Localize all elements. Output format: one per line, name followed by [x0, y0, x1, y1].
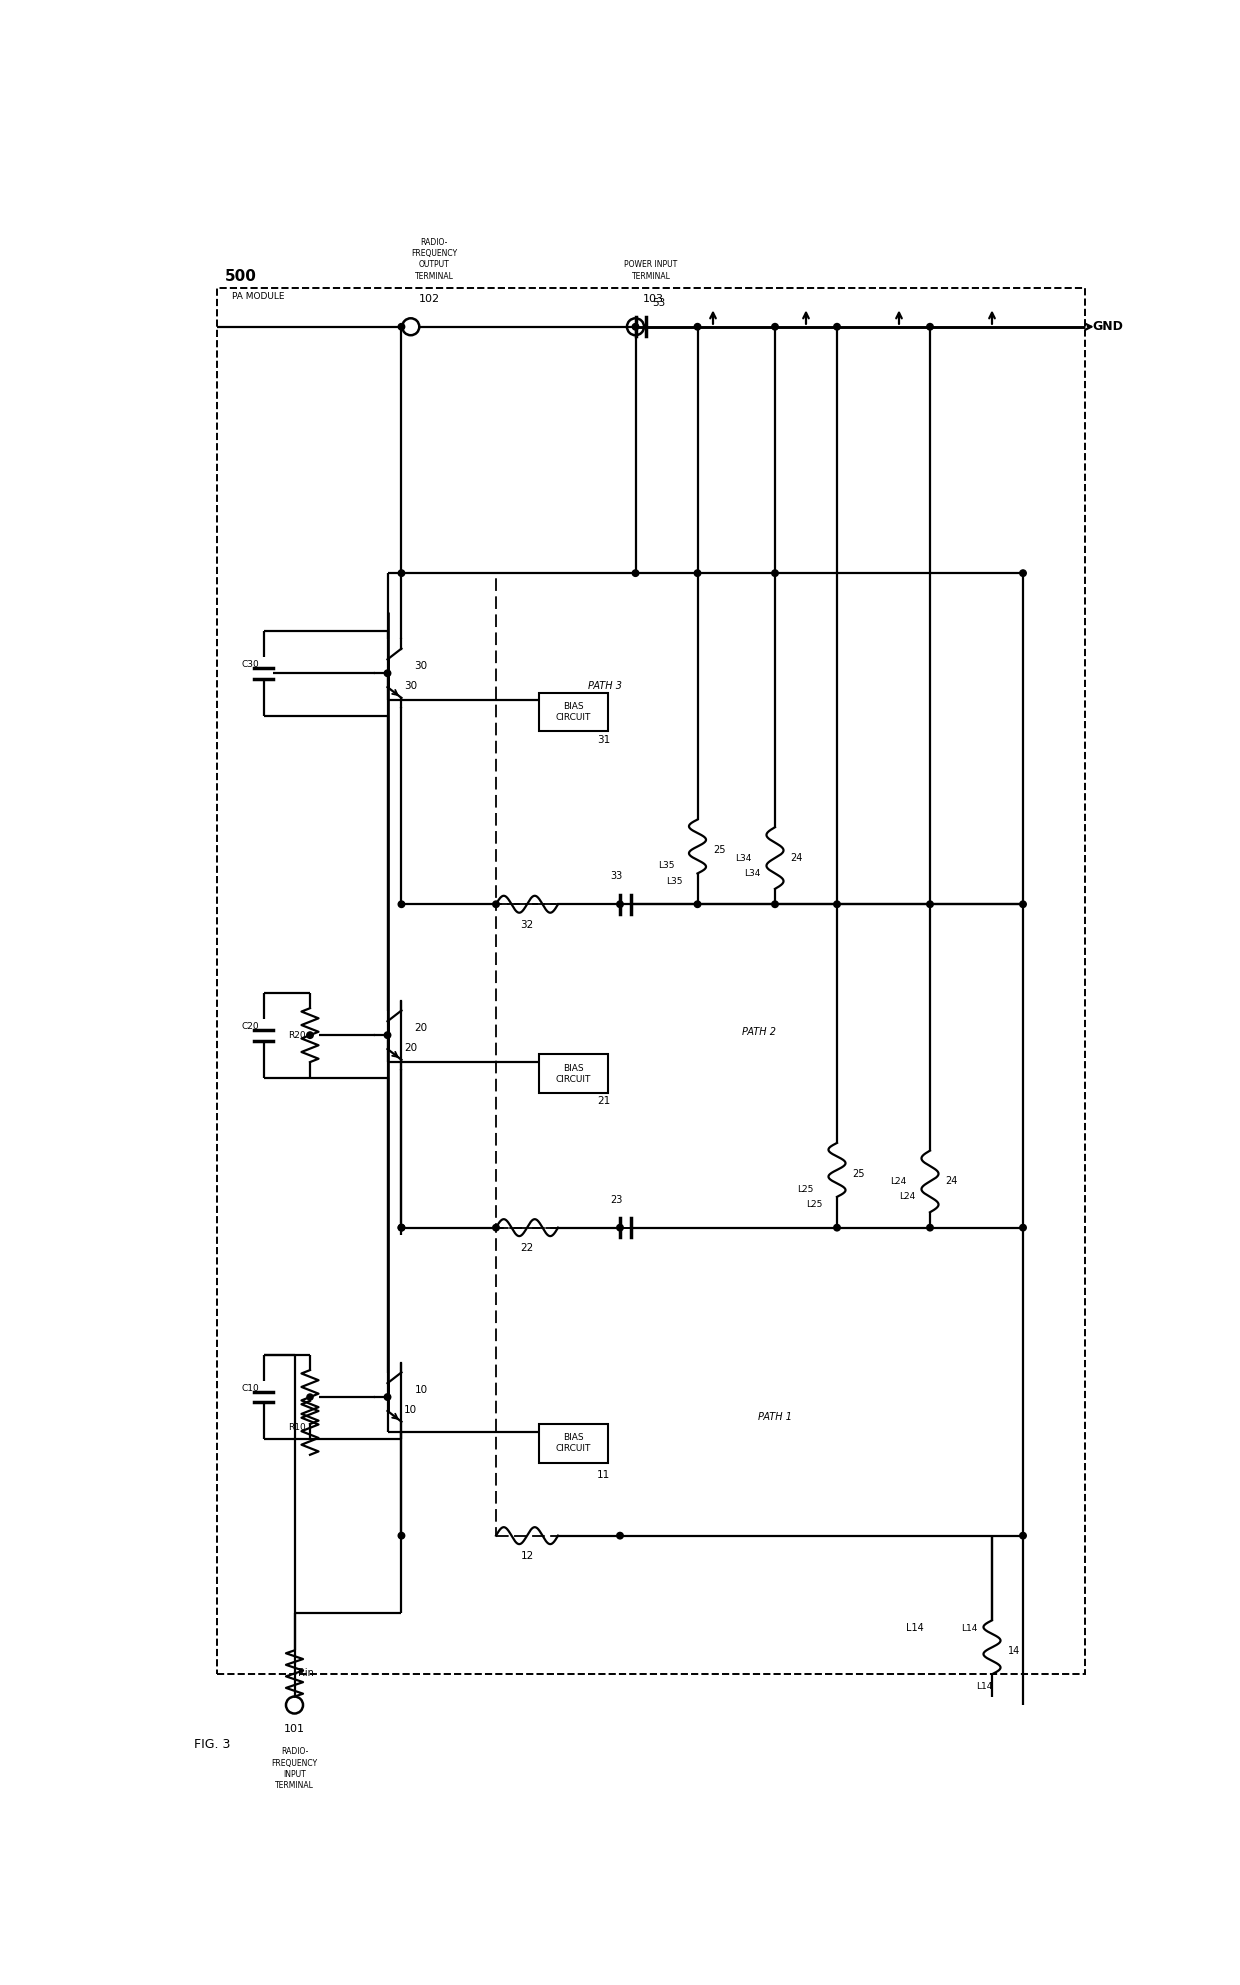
Circle shape: [771, 570, 779, 576]
Circle shape: [384, 671, 391, 677]
Text: 30: 30: [414, 661, 428, 671]
Circle shape: [306, 1393, 312, 1399]
Text: L14: L14: [976, 1681, 992, 1691]
Circle shape: [771, 324, 779, 330]
Text: BIAS
CIRCUIT: BIAS CIRCUIT: [556, 1064, 591, 1084]
Circle shape: [616, 1225, 624, 1231]
Circle shape: [616, 901, 624, 907]
Text: L25: L25: [806, 1201, 822, 1209]
Bar: [496, 1227, 1023, 1536]
Bar: [538, 1423, 609, 1463]
Circle shape: [1019, 570, 1027, 576]
Text: L14: L14: [961, 1624, 977, 1632]
Circle shape: [398, 324, 404, 330]
Circle shape: [398, 570, 404, 576]
Text: R20: R20: [289, 1030, 306, 1040]
Text: C20: C20: [242, 1022, 259, 1032]
Circle shape: [492, 901, 500, 907]
Text: 102: 102: [419, 294, 440, 304]
Text: 23: 23: [610, 1195, 622, 1205]
Text: 11: 11: [596, 1471, 610, 1481]
Text: BIAS
CIRCUIT: BIAS CIRCUIT: [556, 1433, 591, 1453]
Circle shape: [306, 1032, 314, 1038]
Text: 12: 12: [521, 1550, 533, 1560]
Circle shape: [694, 324, 701, 330]
Text: 101: 101: [284, 1725, 305, 1735]
Circle shape: [833, 324, 841, 330]
Circle shape: [926, 324, 934, 330]
Circle shape: [398, 1225, 404, 1231]
Circle shape: [492, 1225, 500, 1231]
Text: 33: 33: [610, 871, 622, 881]
Text: 500: 500: [224, 270, 257, 284]
Text: 10: 10: [414, 1386, 428, 1395]
Circle shape: [384, 1032, 391, 1038]
Circle shape: [632, 324, 639, 330]
Bar: [538, 693, 609, 730]
Text: 30: 30: [404, 681, 418, 691]
Text: R10: R10: [289, 1423, 306, 1433]
Text: POWER INPUT
TERMINAL: POWER INPUT TERMINAL: [625, 260, 677, 280]
Text: L34: L34: [735, 854, 751, 863]
Text: 31: 31: [596, 734, 610, 744]
Bar: [538, 1054, 609, 1094]
Text: L14: L14: [905, 1624, 924, 1634]
Text: 53: 53: [652, 298, 666, 308]
Text: PATH 2: PATH 2: [743, 1026, 776, 1036]
Text: 20: 20: [414, 1024, 428, 1034]
Text: BIAS
CIRCUIT: BIAS CIRCUIT: [556, 703, 591, 723]
Text: RADIO-
FREQUENCY
OUTPUT
TERMINAL: RADIO- FREQUENCY OUTPUT TERMINAL: [410, 238, 458, 280]
Text: 32: 32: [521, 919, 533, 929]
Text: Rin: Rin: [299, 1669, 314, 1679]
Text: L24: L24: [890, 1177, 906, 1185]
Circle shape: [833, 1225, 841, 1231]
Text: L35: L35: [667, 877, 683, 885]
Text: C30: C30: [242, 661, 259, 669]
Circle shape: [398, 1532, 404, 1538]
Text: 25: 25: [713, 846, 725, 856]
Text: PATH 3: PATH 3: [588, 681, 621, 691]
Text: RADIO-
FREQUENCY
INPUT
TERMINAL: RADIO- FREQUENCY INPUT TERMINAL: [272, 1747, 317, 1790]
Text: 14: 14: [1007, 1646, 1019, 1655]
Circle shape: [632, 570, 639, 576]
Text: L24: L24: [899, 1193, 915, 1201]
Text: L25: L25: [797, 1185, 813, 1193]
Circle shape: [833, 901, 841, 907]
Text: GND: GND: [1092, 320, 1123, 333]
Text: C10: C10: [242, 1384, 259, 1393]
Text: 24: 24: [791, 854, 802, 863]
Circle shape: [398, 901, 404, 907]
Text: 21: 21: [596, 1096, 610, 1106]
Text: 22: 22: [521, 1243, 533, 1253]
Circle shape: [1019, 1532, 1027, 1538]
Circle shape: [1019, 1225, 1027, 1231]
Circle shape: [694, 570, 701, 576]
Text: 25: 25: [853, 1169, 866, 1179]
Text: 24: 24: [945, 1177, 957, 1187]
Circle shape: [384, 1393, 391, 1399]
Circle shape: [694, 901, 701, 907]
Circle shape: [926, 1225, 934, 1231]
Text: PA MODULE: PA MODULE: [233, 292, 285, 302]
Circle shape: [926, 901, 934, 907]
Text: L34: L34: [744, 869, 760, 877]
Text: FIG. 3: FIG. 3: [193, 1739, 231, 1751]
Bar: [496, 905, 1023, 1227]
Text: PATH 1: PATH 1: [758, 1411, 792, 1421]
Text: L35: L35: [657, 861, 675, 869]
Text: 10: 10: [404, 1405, 418, 1415]
Circle shape: [616, 1532, 624, 1538]
Text: 20: 20: [404, 1042, 418, 1052]
Circle shape: [771, 901, 779, 907]
Circle shape: [398, 1225, 404, 1231]
Bar: [496, 574, 1023, 905]
Circle shape: [1019, 901, 1027, 907]
Text: 103: 103: [644, 294, 665, 304]
